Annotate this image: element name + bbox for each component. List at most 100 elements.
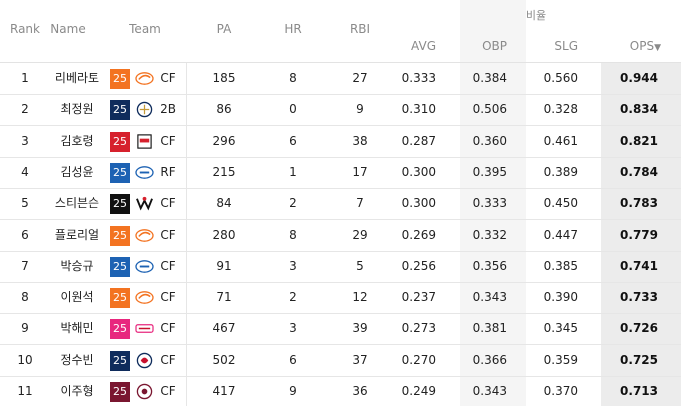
season-badge: 25	[110, 100, 130, 121]
player-name-link[interactable]: 박해민	[60, 321, 94, 336]
season-badge: 25	[110, 382, 130, 402]
sort-desc-icon: ▼	[654, 43, 661, 53]
avg-cell: 0.249	[401, 384, 436, 398]
ops-cell: 0.779	[620, 227, 658, 242]
position-cell: CF	[160, 290, 176, 305]
header-rbi[interactable]: RBI	[349, 22, 371, 36]
table-row: 7 박승규 CF 91 3 5 0.256 0.356 0.385 0.741 25	[0, 251, 681, 283]
slg-cell: 0.450	[543, 196, 578, 211]
heroes-team-logo-icon[interactable]	[135, 383, 154, 400]
hr-cell: 1	[289, 164, 297, 179]
header-name[interactable]: Name	[50, 22, 86, 36]
avg-cell: 0.273	[401, 321, 436, 336]
bears-team-logo-icon[interactable]	[135, 352, 154, 369]
obp-cell: 0.384	[472, 71, 507, 85]
table-row: 6 플로리얼 CF 280 8 29 0.269 0.332 0.447 0.779 25	[0, 220, 681, 252]
header-team[interactable]: Team	[129, 22, 161, 36]
obp-cell: 0.356	[472, 258, 507, 273]
pa-cell: 417	[212, 384, 236, 398]
season-badge: 25	[110, 256, 130, 277]
header-obp[interactable]: OBP	[482, 39, 507, 53]
rank-cell: 3	[21, 133, 29, 148]
avg-cell: 0.310	[401, 102, 436, 117]
slg-cell: 0.447	[543, 227, 578, 242]
slg-cell: 0.385	[543, 258, 578, 273]
player-name-link[interactable]: 김호령	[60, 133, 94, 148]
season-badge: 25	[110, 162, 130, 183]
slg-cell: 0.345	[543, 321, 578, 336]
lions-team-logo-icon[interactable]	[135, 258, 154, 275]
tigers-team-logo-icon[interactable]	[135, 133, 154, 150]
eagles-team-logo-icon[interactable]	[135, 289, 154, 306]
player-name-link[interactable]: 정수빈	[60, 352, 94, 367]
header-rank[interactable]: Rank	[10, 22, 40, 36]
hr-cell: 3	[289, 258, 297, 273]
rbi-cell: 27	[352, 71, 368, 85]
header-slg[interactable]: SLG	[554, 39, 578, 53]
dinos-team-logo-icon[interactable]	[135, 101, 154, 118]
obp-column-shade	[460, 0, 526, 406]
obp-cell: 0.506	[472, 102, 507, 117]
obp-cell: 0.360	[472, 133, 507, 148]
rbi-cell: 29	[352, 227, 368, 242]
hr-cell: 8	[289, 227, 297, 242]
table-row: 1 리베라토 CF 185 8 27 0.333 0.384 0.560 0.944 25	[0, 63, 681, 95]
player-name-link[interactable]: 이원석	[60, 290, 94, 305]
player-name-link[interactable]: 스티븐슨	[54, 196, 100, 211]
player-name-link[interactable]: 플로리얼	[54, 227, 100, 242]
ops-cell: 0.741	[620, 258, 658, 273]
obp-cell: 0.333	[472, 196, 507, 211]
rbi-cell: 5	[356, 258, 364, 273]
player-name-link[interactable]: 박승규	[60, 258, 94, 273]
column-divider	[186, 62, 187, 406]
header-pa[interactable]: PA	[216, 22, 232, 36]
header-ops-sort[interactable]: OPS▼	[630, 39, 661, 53]
ops-cell: 0.784	[620, 164, 658, 179]
rbi-cell: 17	[352, 164, 368, 179]
pa-cell: 86	[216, 102, 232, 117]
obp-cell: 0.395	[472, 164, 507, 179]
hr-cell: 2	[289, 290, 297, 305]
position-cell: CF	[160, 196, 176, 211]
ops-cell: 0.725	[620, 352, 658, 367]
header-avg[interactable]: AVG	[411, 39, 436, 53]
season-badge: 25	[110, 350, 130, 371]
position-cell: CF	[160, 227, 176, 242]
slg-cell: 0.389	[543, 164, 578, 179]
hr-cell: 8	[289, 71, 297, 85]
slg-cell: 0.370	[543, 384, 578, 398]
position-cell: CF	[160, 133, 176, 148]
ops-cell: 0.834	[620, 102, 658, 117]
season-badge: 25	[110, 288, 130, 309]
eagles-team-logo-icon[interactable]	[135, 227, 154, 244]
position-cell: CF	[160, 384, 176, 398]
pa-cell: 280	[212, 227, 236, 242]
header-ops: OPS	[629, 39, 655, 53]
pa-cell: 84	[216, 196, 232, 211]
avg-cell: 0.269	[401, 227, 436, 242]
wiz-team-logo-icon[interactable]	[135, 195, 154, 212]
table-row: 9 박해민 CF 467 3 39 0.273 0.381 0.345 0.726 25	[0, 313, 681, 346]
avg-cell: 0.300	[401, 164, 436, 179]
eagles-team-logo-icon[interactable]	[135, 70, 154, 87]
twins-team-logo-icon[interactable]	[135, 320, 154, 337]
header-hr[interactable]: HR	[284, 22, 302, 36]
slg-cell: 0.390	[543, 290, 578, 305]
player-name-link[interactable]: 최정원	[60, 102, 94, 117]
rbi-cell: 38	[352, 133, 368, 148]
table-header: Rank Name Team PA HR RBI 비율 AVG OBP SLG …	[0, 0, 681, 63]
rbi-cell: 7	[356, 196, 364, 211]
table-row: 2 최정원 2B 86 0 9 0.310 0.506 0.328 0.834 25	[0, 94, 681, 127]
player-name-link[interactable]: 리베라토	[54, 71, 100, 85]
rbi-cell: 36	[352, 384, 368, 398]
rank-cell: 5	[21, 196, 29, 211]
rank-cell: 10	[17, 352, 33, 367]
rank-cell: 7	[21, 258, 29, 273]
player-name-link[interactable]: 김성윤	[60, 164, 94, 179]
player-name-link[interactable]: 이주형	[60, 384, 94, 398]
position-cell: CF	[160, 71, 176, 85]
ops-cell: 0.821	[620, 133, 658, 148]
hr-cell: 0	[289, 102, 297, 117]
lions-team-logo-icon[interactable]	[135, 164, 154, 181]
